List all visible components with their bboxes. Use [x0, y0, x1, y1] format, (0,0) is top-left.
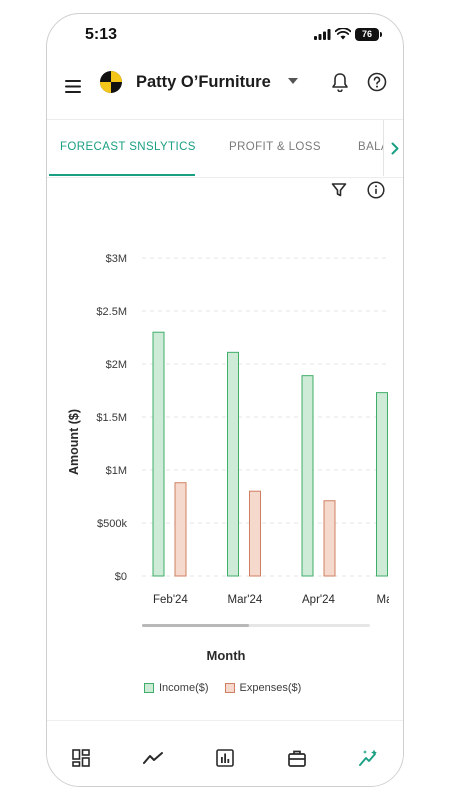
- expense-bar[interactable]: [174, 482, 187, 577]
- tab-forecast-analytics[interactable]: FORECAST SNSLYTICS: [60, 141, 196, 153]
- company-name[interactable]: Patty O’Furniture: [136, 73, 271, 91]
- tab-scroll-right-button[interactable]: [383, 120, 403, 176]
- y-tick-label: $2M: [106, 359, 127, 371]
- x-tick-label: Feb'24: [153, 594, 188, 606]
- app-header: Patty O’Furniture: [47, 58, 403, 120]
- tab-bar: FORECAST SNSLYTICS PROFIT & LOSS BALA: [47, 120, 403, 178]
- expenses-swatch: [224, 683, 235, 693]
- chart-scrollbar-thumb[interactable]: [142, 624, 250, 627]
- chart-scrollbar[interactable]: [142, 624, 370, 627]
- chevron-right-icon: [391, 142, 398, 154]
- info-circle-icon[interactable]: [367, 181, 385, 199]
- chart-canvas: $0 $500k $1M $1.5M $2M $2.5M $3M Feb'24 Mar'24 A…: [67, 253, 394, 606]
- filter-icon[interactable]: [331, 182, 347, 198]
- y-tick-label: $2.5M: [96, 306, 127, 318]
- nav-trends[interactable]: [141, 747, 165, 769]
- legend-label-income: Income($): [159, 682, 209, 694]
- bottom-navigation: [47, 720, 403, 786]
- help-circle-icon[interactable]: [367, 72, 387, 92]
- legend-item-income[interactable]: Income($): [144, 682, 209, 694]
- nav-dashboard[interactable]: [69, 747, 93, 769]
- x-tick-label: Ma: [377, 594, 394, 606]
- active-tab-indicator: [49, 174, 195, 176]
- legend-label-expenses: Expenses($): [239, 682, 302, 694]
- tab-profit-loss[interactable]: PROFIT & LOSS: [229, 141, 321, 153]
- signal-icon: [314, 29, 331, 40]
- sparkle-chart-icon: [359, 749, 377, 766]
- income-bar[interactable]: [376, 392, 388, 577]
- nav-reports[interactable]: [213, 747, 237, 769]
- expense-bar[interactable]: [249, 490, 261, 577]
- company-logo: [100, 71, 122, 93]
- x-axis-label: Month: [206, 648, 246, 663]
- nav-forecast[interactable]: [357, 747, 381, 769]
- bell-icon[interactable]: [331, 72, 349, 92]
- report-icon: [216, 749, 234, 767]
- legend-item-expenses[interactable]: Expenses($): [224, 682, 302, 694]
- tab-balance[interactable]: BALA: [358, 141, 390, 153]
- y-axis-label: Amount ($): [67, 409, 81, 475]
- y-tick-label: $1.5M: [96, 412, 127, 424]
- trend-icon: [143, 752, 163, 764]
- dashboard-icon: [72, 749, 90, 767]
- income-bar[interactable]: [301, 375, 314, 577]
- forecast-chart: $0 $500k $1M $1.5M $2M $2.5M $3M Feb'24 Mar'24 A…: [47, 224, 403, 724]
- wifi-icon: [335, 28, 351, 40]
- status-time: 5:13: [85, 26, 118, 43]
- y-tick-label: $0: [115, 571, 127, 583]
- hamburger-icon[interactable]: [65, 80, 81, 93]
- income-bar[interactable]: [152, 331, 165, 577]
- caret-down-icon[interactable]: [288, 78, 298, 84]
- y-tick-label: $3M: [106, 253, 127, 265]
- x-tick-label: Mar'24: [228, 594, 263, 606]
- status-bar: 5:13 76: [47, 14, 403, 58]
- battery-indicator: 76: [355, 28, 382, 41]
- phone-frame: 5:13 76 Patty O’Furniture: [46, 13, 404, 787]
- y-tick-label: $1M: [106, 465, 127, 477]
- y-tick-label: $500k: [97, 518, 127, 530]
- expense-bar[interactable]: [323, 500, 336, 577]
- income-bar[interactable]: [227, 351, 239, 577]
- chart-legend: Income($) Expenses($): [144, 682, 301, 694]
- x-tick-label: Apr'24: [302, 594, 335, 606]
- briefcase-icon: [288, 750, 306, 767]
- nav-business[interactable]: [285, 747, 309, 769]
- income-swatch: [144, 683, 154, 693]
